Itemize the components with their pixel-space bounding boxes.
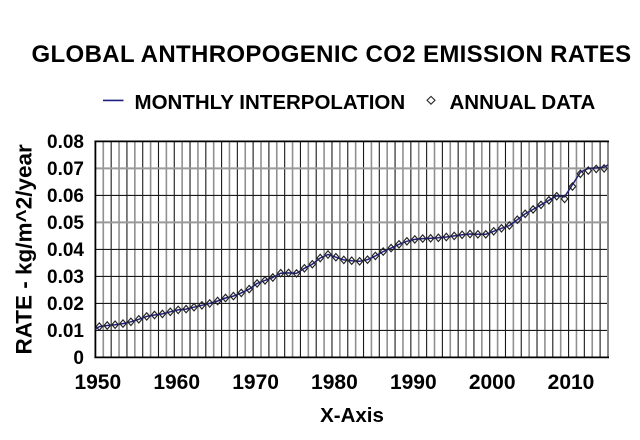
svg-text:0: 0 (73, 348, 84, 369)
svg-text:0.01: 0.01 (47, 321, 84, 342)
svg-text:1980: 1980 (311, 371, 358, 394)
svg-text:GLOBAL ANTHROPOGENIC CO2 EMISS: GLOBAL ANTHROPOGENIC CO2 EMISSION RATES (32, 41, 632, 68)
svg-text:0.05: 0.05 (47, 213, 84, 234)
svg-text:1950: 1950 (74, 371, 121, 394)
svg-text:1990: 1990 (390, 371, 437, 394)
svg-text:1970: 1970 (232, 371, 279, 394)
svg-text:0.08: 0.08 (47, 132, 84, 153)
svg-text:2010: 2010 (548, 371, 595, 394)
svg-text:0.04: 0.04 (47, 240, 84, 261)
svg-text:RATE - kg/m^2/year: RATE - kg/m^2/year (12, 144, 37, 355)
svg-text:ANNUAL DATA: ANNUAL DATA (450, 91, 596, 114)
svg-text:1960: 1960 (153, 371, 200, 394)
svg-text:0.07: 0.07 (47, 159, 84, 180)
svg-text:0.03: 0.03 (47, 267, 84, 288)
svg-text:2000: 2000 (469, 371, 516, 394)
svg-text:X-Axis: X-Axis (320, 404, 384, 427)
svg-text:MONTHLY INTERPOLATION: MONTHLY INTERPOLATION (135, 91, 406, 114)
svg-text:0.02: 0.02 (47, 294, 84, 315)
svg-text:0.06: 0.06 (47, 186, 84, 207)
